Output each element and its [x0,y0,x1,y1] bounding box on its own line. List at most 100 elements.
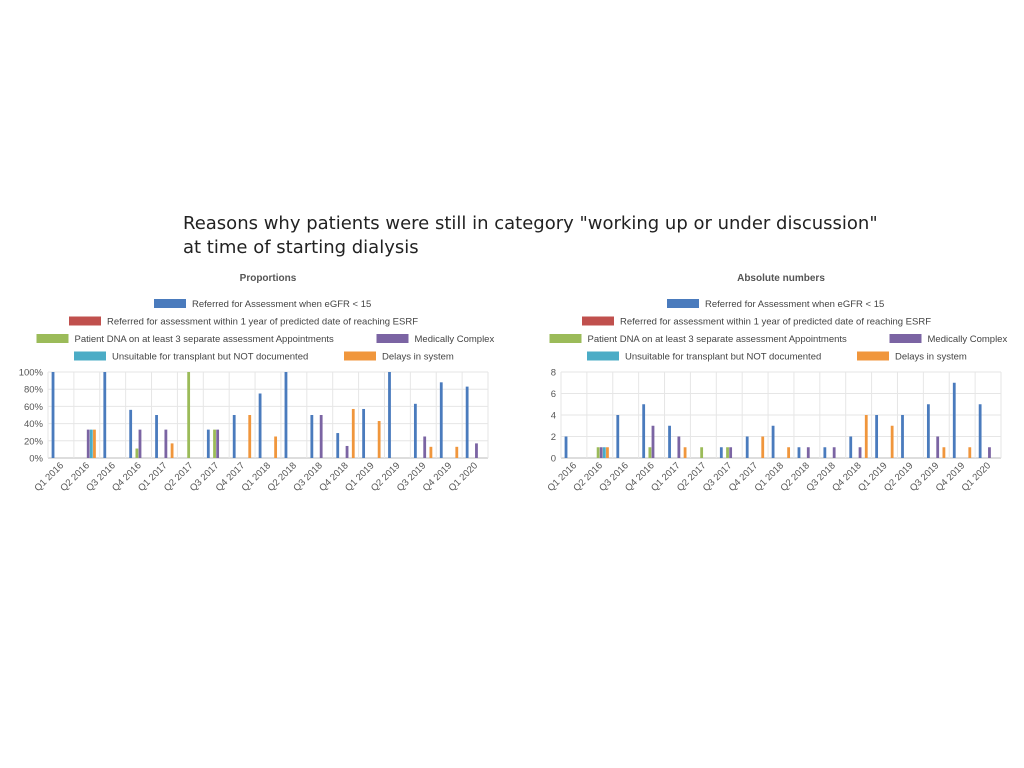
bar-q3-2017-series-3 [213,429,216,458]
y-tick-label: 100% [19,368,44,379]
bar-q4-2018-series-4 [858,447,862,458]
bar-q2-2016-series-4 [86,429,90,458]
bar-q3-2017-series-3 [726,447,729,458]
absolute-numbers-chart: Absolute numbers Referred for Assessment … [525,262,1013,502]
bar-q2-2019-series-1 [901,415,904,458]
bar-q3-2017-series-1 [719,447,723,458]
legend-item-patient-dna-on-at-least-3-separate-asses[interactable]: Patient DNA on at least 3 separate asses… [549,334,848,345]
bar-q3-2019-series-6 [942,447,946,458]
y-tick-label: 40% [24,419,44,430]
legend-item-delays-in-system[interactable]: Delays in system [857,351,967,363]
legend-swatch [36,334,69,343]
legend-item-unsuitable-for-transplant-but-not-docume[interactable]: Unsuitable for transplant but NOT docume… [74,351,308,363]
bar-q1-2020-series-4 [988,447,991,458]
bar-q3-2018-series-4 [319,415,323,458]
bar-q1-2019-series-6 [377,421,381,458]
bar-q4-2016-series-3 [135,448,139,458]
bar-q4-2016-series-4 [138,429,142,458]
bar-q1-2018-series-6 [274,436,278,458]
legend-item-referred-for-assessment-when-egfr-15[interactable]: Referred for Assessment when eGFR < 15 [667,299,884,310]
bar-q4-2019-series-1 [952,382,956,458]
bar-q2-2016-series-3 [596,447,600,458]
absolute-numbers-chart-svg: Absolute numbers Referred for Assessment … [546,273,1008,494]
legend-swatch [154,299,186,308]
legend-item-referred-for-assessment-within-1-year-of[interactable]: Referred for assessment within 1 year of… [69,316,418,328]
bar-q3-2016-series-1 [616,415,620,458]
proportions-chart-title: Proportions [240,273,297,284]
y-tick-label: 6 [551,389,556,400]
legend-label: Unsuitable for transplant but NOT docume… [112,352,308,363]
bar-q3-2019-series-4 [423,436,427,458]
slide-heading: Reasons why patients were still in categ… [183,212,903,260]
y-tick-label: 4 [551,411,556,422]
y-tick-label: 0% [29,454,43,465]
legend-item-unsuitable-for-transplant-but-not-docume[interactable]: Unsuitable for transplant but NOT docume… [587,351,821,363]
absolute-chart-title: Absolute numbers [737,273,825,284]
bar-q1-2020-series-1 [465,386,469,458]
legend-label: Referred for Assessment when eGFR < 15 [192,299,371,310]
bar-q1-2017-series-4 [677,436,681,458]
legend-label: Referred for assessment within 1 year of… [620,317,931,328]
legend-swatch [582,316,614,326]
bar-q3-2017-series-1 [206,429,210,458]
legend-swatch [857,351,889,361]
bar-q4-2019-series-1 [439,382,443,458]
legend-swatch [549,334,582,343]
y-tick-label: 60% [24,402,44,413]
bar-q3-2018-series-1 [310,415,314,458]
legend-swatch [74,351,106,361]
bar-q3-2017-series-4 [729,447,733,458]
bar-q2-2018-series-1 [284,372,288,458]
slide-heading-line-1: Reasons why patients were still in categ… [183,213,878,234]
x-tick-label: Q1 2020 [960,460,994,494]
legend-item-medically-complex[interactable]: Medically Complex [889,334,1008,345]
legend-swatch [889,334,922,343]
bar-q1-2017-series-1 [668,425,671,458]
bar-q1-2020-series-1 [978,404,982,458]
legend-item-referred-for-assessment-within-1-year-of[interactable]: Referred for assessment within 1 year of… [582,316,931,328]
legend-label: Patient DNA on at least 3 separate asses… [75,334,335,345]
bar-q4-2019-series-6 [455,446,459,458]
bar-q2-2016-series-5 [89,429,93,458]
bar-q1-2016-series-1 [51,372,55,458]
bar-q4-2018-series-6 [864,415,868,458]
legend-item-delays-in-system[interactable]: Delays in system [344,351,454,363]
bar-q2-2016-series-4 [599,447,603,458]
proportions-chart-svg: Proportions Referred for Assessment when … [19,273,495,494]
bar-q4-2017-series-6 [761,436,765,458]
bar-q3-2019-series-4 [936,436,940,458]
proportions-chart: Proportions Referred for Assessment when … [12,262,500,502]
bar-q2-2016-series-6 [93,429,96,458]
legend-item-referred-for-assessment-when-egfr-15[interactable]: Referred for Assessment when eGFR < 15 [154,299,371,310]
bar-q1-2018-series-1 [771,425,775,458]
bar-q1-2019-series-1 [362,408,366,458]
legend-label: Referred for assessment within 1 year of… [107,317,418,328]
legend-label: Medically Complex [415,334,495,345]
bar-q2-2017-series-3 [187,372,191,458]
bar-q1-2017-series-1 [155,415,158,458]
y-tick-label: 8 [551,368,556,379]
bar-q4-2018-series-4 [345,445,349,458]
bar-q4-2016-series-3 [648,447,652,458]
bar-q1-2017-series-6 [170,443,174,458]
legend-label: Patient DNA on at least 3 separate asses… [588,334,848,345]
legend-label: Unsuitable for transplant but NOT docume… [625,352,821,363]
bar-q1-2017-series-4 [164,429,168,458]
legend-item-patient-dna-on-at-least-3-separate-asses[interactable]: Patient DNA on at least 3 separate asses… [36,334,335,345]
bar-q3-2019-series-1 [926,404,930,458]
bar-q3-2018-series-1 [823,447,827,458]
bar-q4-2017-series-6 [248,415,252,458]
bar-q3-2018-series-4 [832,447,836,458]
legend-label: Delays in system [895,352,967,363]
bar-q2-2016-series-5 [602,447,606,458]
bar-q4-2018-series-1 [336,433,340,458]
bar-q3-2016-series-1 [103,372,107,458]
y-tick-label: 20% [24,436,44,447]
legend-label: Delays in system [382,352,454,363]
y-tick-label: 2 [551,432,556,443]
legend-item-medically-complex[interactable]: Medically Complex [376,334,495,345]
legend-swatch [344,351,376,361]
bar-q3-2019-series-6 [429,446,433,458]
bar-q1-2020-series-4 [475,443,478,458]
bar-q4-2017-series-1 [745,436,749,458]
